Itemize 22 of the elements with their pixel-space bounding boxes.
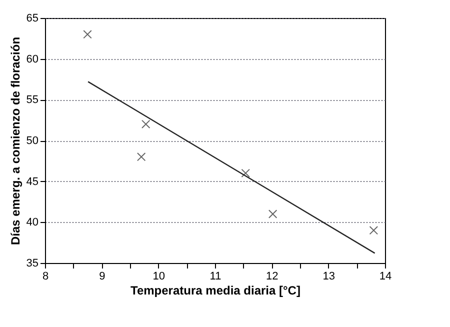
y-tick-label: 45 [26,176,38,188]
point [83,30,92,39]
y-axis-title: Días emerg. a comienzo de floración [8,36,22,246]
x-tick-label: 12 [266,270,278,282]
point [241,168,250,178]
x-tick-label: 13 [322,270,335,282]
x-tick-label: 14 [379,270,392,282]
y-tick-label: 55 [26,94,38,106]
x-tick-label: 10 [152,270,165,282]
point [268,210,278,218]
point [369,226,378,235]
x-tick-label: 11 [210,270,222,282]
y-tick-label: 40 [26,216,38,229]
point [141,120,150,129]
x-axis-title: Temperatura media diaria [°C] [130,284,300,298]
y-tick-label: 60 [26,53,38,66]
y-tick-label: 50 [26,135,38,147]
y-tick-label: 35 [26,258,38,270]
x-tick-label: 9 [99,270,106,282]
point [136,152,146,162]
x-tick-label: 8 [42,270,49,282]
y-tick-label: 65 [26,12,38,24]
